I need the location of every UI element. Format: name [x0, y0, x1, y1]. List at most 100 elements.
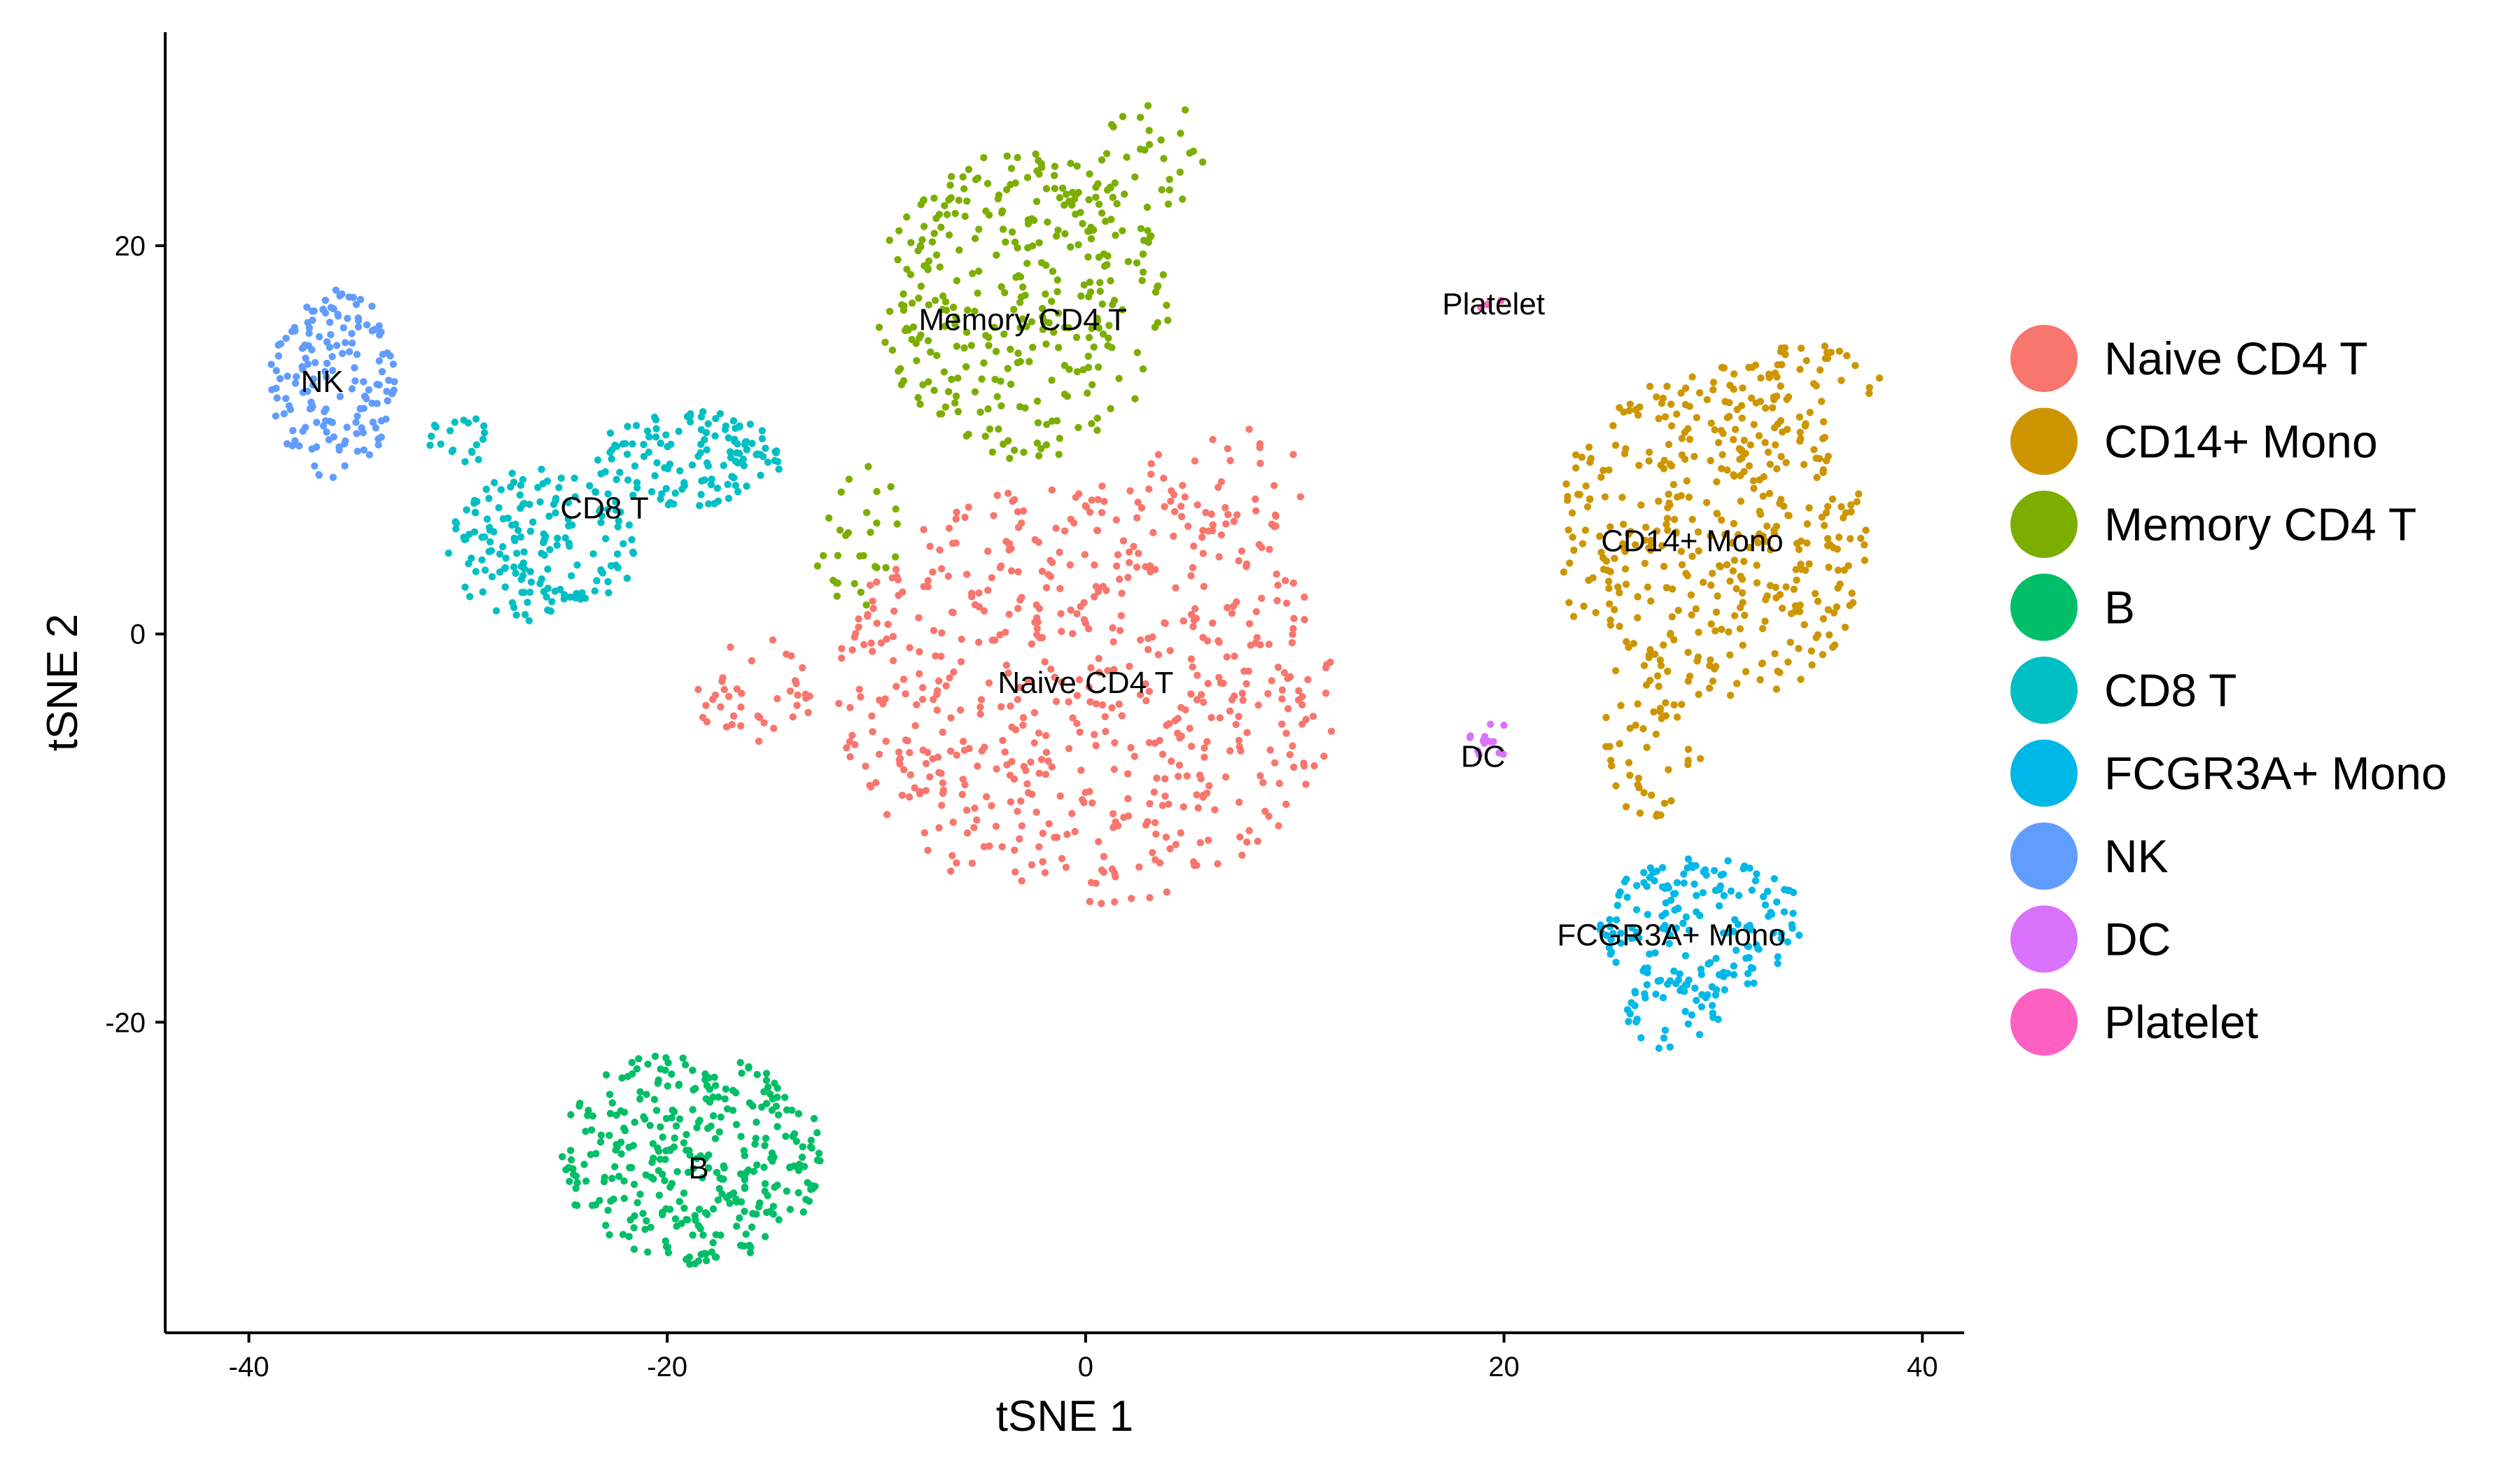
- data-point: [937, 769, 945, 778]
- data-point: [1646, 950, 1653, 958]
- data-point: [581, 594, 589, 602]
- data-point: [465, 593, 474, 601]
- data-point: [662, 1237, 669, 1245]
- data-point: [510, 534, 518, 542]
- data-point: [1673, 878, 1681, 887]
- data-point: [774, 1111, 783, 1119]
- data-point: [1753, 579, 1761, 587]
- data-point: [1043, 421, 1051, 428]
- data-point: [1707, 620, 1715, 628]
- data-point: [746, 1099, 754, 1107]
- data-point: [619, 1231, 627, 1238]
- data-point: [341, 462, 349, 470]
- data-point: [1058, 627, 1065, 636]
- data-point: [866, 581, 874, 589]
- data-point: [282, 395, 290, 402]
- data-point: [478, 556, 486, 564]
- data-point: [825, 514, 833, 522]
- data-point: [741, 1152, 749, 1160]
- data-point: [308, 346, 316, 354]
- data-point: [1660, 1034, 1668, 1042]
- data-point: [1193, 791, 1200, 799]
- data-point: [716, 410, 724, 418]
- data-point: [676, 467, 684, 475]
- data-point: [1126, 548, 1133, 556]
- data-point: [1725, 628, 1732, 636]
- x-axis-ticks: -40 -20 0 20 40: [229, 1333, 1938, 1382]
- data-point: [1104, 252, 1112, 260]
- data-point: [1623, 893, 1631, 902]
- data-point: [1655, 414, 1662, 423]
- data-point: [855, 623, 862, 631]
- data-point: [1151, 819, 1159, 827]
- data-point: [1673, 410, 1681, 418]
- data-point: [974, 762, 981, 770]
- data-point: [1245, 620, 1254, 628]
- data-point: [975, 225, 983, 233]
- legend-key: [2010, 491, 2078, 558]
- data-point: [1772, 583, 1779, 592]
- data-point: [1784, 393, 1793, 401]
- data-point: [1632, 906, 1641, 913]
- data-point: [309, 402, 316, 410]
- data-point: [1124, 573, 1132, 582]
- data-point: [680, 1204, 688, 1212]
- data-point: [654, 1076, 662, 1084]
- data-point: [1596, 532, 1604, 540]
- data-point: [1092, 741, 1100, 750]
- data-point: [290, 323, 299, 332]
- data-point: [892, 553, 899, 561]
- data-point: [1756, 676, 1764, 684]
- data-point: [451, 419, 458, 426]
- data-point: [1797, 676, 1805, 683]
- data-point: [486, 538, 494, 546]
- data-point: [1011, 868, 1019, 876]
- data-point: [612, 1146, 620, 1154]
- data-point: [508, 522, 516, 529]
- data-point: [304, 360, 312, 368]
- data-point: [1304, 676, 1312, 684]
- data-point: [775, 1216, 783, 1224]
- data-point: [386, 352, 394, 360]
- data-point: [1574, 491, 1582, 498]
- data-point: [1021, 291, 1029, 299]
- data-point: [1709, 569, 1716, 578]
- data-point: [959, 776, 967, 783]
- data-point: [1695, 389, 1704, 397]
- data-point: [612, 475, 620, 484]
- data-point: [491, 479, 498, 486]
- data-point: [993, 393, 1001, 400]
- data-point: [690, 1165, 697, 1172]
- data-point: [945, 231, 953, 239]
- data-point: [953, 508, 960, 516]
- data-point: [1808, 661, 1816, 669]
- data-point: [1194, 804, 1202, 812]
- data-point: [1202, 509, 1210, 517]
- data-point: [1803, 520, 1811, 528]
- data-point: [642, 1171, 650, 1179]
- data-point: [1230, 517, 1238, 525]
- data-point: [1611, 554, 1618, 562]
- data-point: [1146, 562, 1154, 570]
- data-point: [621, 440, 629, 447]
- data-point: [1770, 530, 1779, 538]
- data-point: [1224, 510, 1232, 519]
- data-point: [463, 506, 470, 514]
- series-memory-cd4-t: [813, 102, 1207, 609]
- data-point: [1053, 416, 1061, 425]
- data-point: [1222, 504, 1229, 512]
- data-point: [1670, 515, 1679, 524]
- data-point: [932, 652, 939, 660]
- data-point: [1749, 965, 1757, 972]
- data-point: [1110, 638, 1117, 646]
- data-point: [1653, 672, 1662, 680]
- data-point: [1006, 454, 1014, 462]
- data-point: [1634, 411, 1642, 419]
- data-point: [760, 1163, 768, 1171]
- data-point: [1707, 456, 1714, 465]
- data-point: [713, 484, 722, 492]
- data-point: [1731, 612, 1739, 620]
- cluster-label-memory-cd4-t: Memory CD4 T: [919, 302, 1127, 337]
- data-point: [1039, 830, 1047, 837]
- data-point: [1085, 293, 1093, 301]
